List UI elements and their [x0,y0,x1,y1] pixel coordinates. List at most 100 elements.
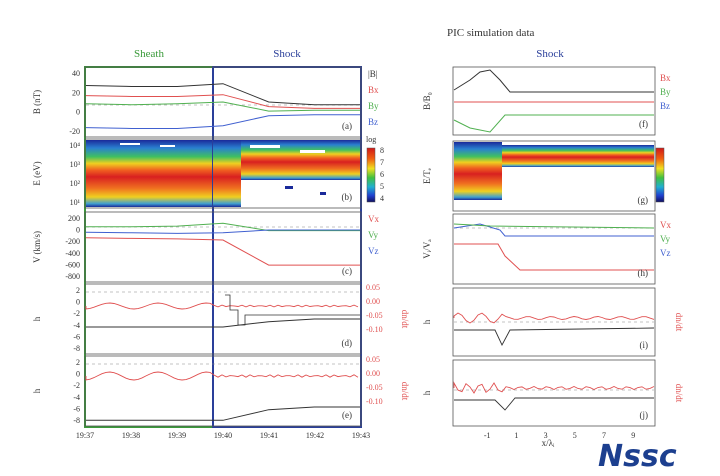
panel-d-step-line [225,294,360,326]
left-right-ticks: 0.05 0.00 -0.05 -0.10 dn/dt 0.05 0.00 -0.05 -0.1… [366,283,410,406]
legend-By: By [368,101,379,111]
left-xticks: 19:37 19:38 19:39 19:40 19:41 19:42 19:43 [76,431,370,440]
r-legend-By: By [660,87,671,97]
right-ylabel: dn/dt [400,310,410,329]
curve-h-e [86,406,360,421]
legend-Vy: Vy [368,230,379,240]
nssc-logo: Nssc [598,439,677,474]
r-xtick-3: 3 [544,431,548,440]
ytick: 20 [72,88,80,97]
ytick: 40 [72,69,80,78]
panel-tag-(i): (i) [640,340,649,350]
panel-tag-(f): (f) [639,119,648,129]
r-legend-Bz: Bz [660,101,670,111]
curve-Bz [85,114,360,129]
curve-Bx [85,94,360,109]
energy-spectrogram [86,140,360,207]
panel-tag-(h): (h) [638,268,649,278]
legend-Bx: Bx [368,85,379,95]
ytick: 10³ [70,160,81,169]
left-colorbar [366,147,376,203]
right-spectrogram [454,142,654,210]
legend-Bz: Bz [368,117,378,127]
ytick: 0 [76,298,80,307]
ytick: -800 [65,272,80,281]
ylabel-0: B (nT) [32,90,42,114]
left-colorbar-title: log [366,135,376,144]
r-xtick-5: 5 [573,431,577,440]
r-curve-h-i [454,327,655,347]
curve-dn-d [85,302,359,310]
cbar-tick: 7 [380,158,384,167]
r-right-ylabel: dn/dt [674,313,684,332]
legend-Vx: Vx [368,214,379,224]
panel-tag-(g): (g) [638,195,649,205]
r-curve-h-j [454,397,654,411]
ytick: -6 [73,404,80,413]
left-panel-tags: (a) (b) (c) (d) (e) [342,121,353,420]
ytick: -4 [73,321,80,330]
curve-h-d [86,318,360,328]
r-right-ylabel: dn/dt [674,384,684,403]
curve-dn-e [85,371,359,381]
left-ylabels: B (nT) E (eV) V (km/s) h h [32,90,42,393]
curve-Vx [86,222,360,232]
panel-tag-(j): (j) [640,410,649,420]
panel-tag-(e): (e) [342,410,352,420]
panel-tag-(b): (b) [342,192,353,202]
r-curve-dn-j [453,381,655,394]
ytick: -6 [73,332,80,341]
r-xtick-1: 1 [514,431,518,440]
right-curves [453,69,655,411]
r-curve-By [453,114,654,133]
cbar-tick: 4 [380,194,384,203]
ytick: -2 [73,309,80,318]
left-yticks: 40200-2010⁴10³10²10¹2000-200-400-600-800… [65,69,80,425]
r-ylabel-4: h [422,390,432,395]
curve-|B| [85,83,360,106]
legend-|B|: |B| [368,69,378,79]
xtick-19:37: 19:37 [76,431,94,440]
r-ylabel-0: B/B₀ [422,92,432,110]
r-curve-Bmag [453,69,654,93]
right-ytick: 0.00 [366,369,380,378]
right-ytick: 0.05 [366,355,380,364]
r-legend-Vx: Vx [660,220,671,230]
xtick-19:39: 19:39 [168,431,186,440]
r-curve-Vy [453,223,655,229]
right-reference-lines [454,227,654,391]
cbar-tick: 5 [380,182,384,191]
r-legend-Vy: Vy [660,234,671,244]
r-legend-Vz: Vz [660,248,671,258]
ytick: 0 [76,370,80,379]
ytick: -4 [73,393,80,402]
right-xticks: -1 1 3 5 7 9 [484,431,635,440]
sheath-label: Sheath [134,48,164,60]
r-xtick-9: 9 [631,431,635,440]
ytick: -20 [69,127,80,136]
ylabel-3: h [32,316,42,321]
xtick-19:38: 19:38 [122,431,140,440]
r-ylabel-3: h [422,319,432,324]
left-colorbar-ticks: 8 7 6 5 4 [380,146,384,203]
r-curve-dn-i [453,312,655,324]
ytick: 10¹ [70,198,81,207]
right-ytick: -0.05 [366,383,383,392]
panel-tag-(d): (d) [342,338,353,348]
r-ylabel-2: Vᵢ/Vₐ [422,239,432,259]
ytick: 0 [76,226,80,235]
right-shock-label: Shock [536,48,564,60]
r-curve-Vz [454,243,654,271]
right-panel-tags: (f) (g) (h) (i) (j) [638,119,649,420]
r-xtick-7: 7 [602,431,606,440]
r-xtick--1: -1 [484,431,491,440]
right-ylabel: dn/dt [400,382,410,401]
ytick: 2 [76,358,80,367]
xtick-19:42: 19:42 [306,431,324,440]
right-ylabels: B/B₀ E/Tₑ Vᵢ/Vₐ h h [422,92,432,395]
xtick-19:43: 19:43 [352,431,370,440]
cbar-tick: 8 [380,146,384,155]
right-colorbar [655,147,665,203]
left-panel-frames [84,66,362,427]
